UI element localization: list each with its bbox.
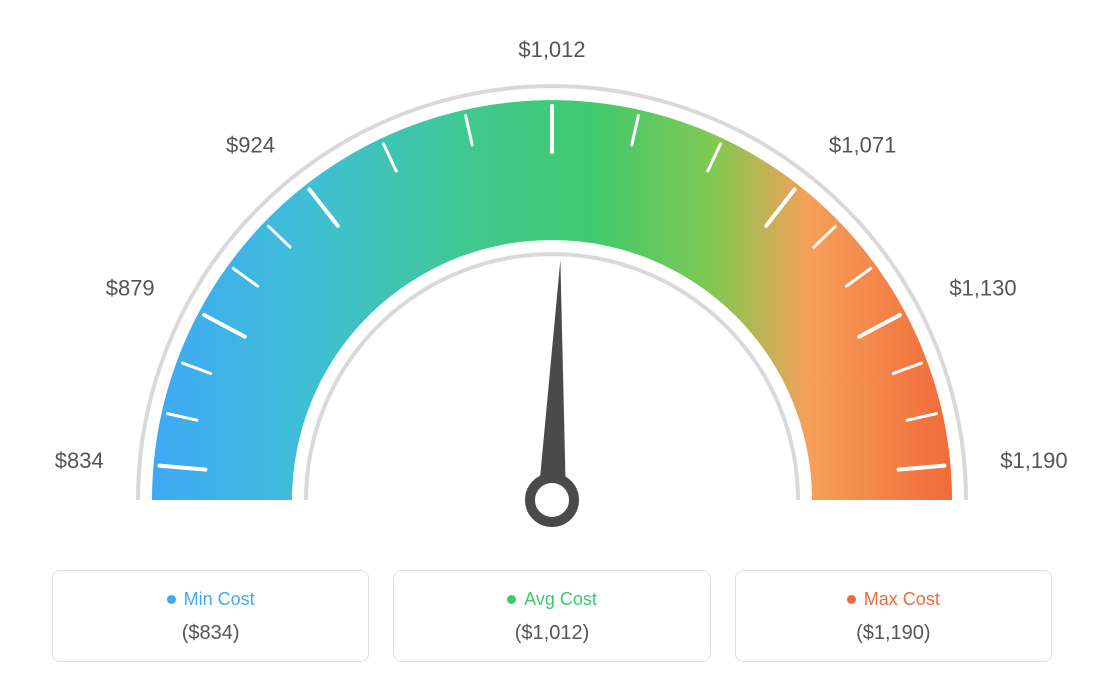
max-cost-value: ($1,190) <box>746 622 1041 645</box>
svg-text:$1,130: $1,130 <box>949 276 1016 301</box>
svg-text:$924: $924 <box>226 132 275 157</box>
svg-text:$1,071: $1,071 <box>829 132 896 157</box>
min-cost-dot-icon <box>167 595 176 604</box>
avg-cost-label: Avg Cost <box>524 589 597 610</box>
max-cost-label: Max Cost <box>864 589 940 610</box>
max-cost-dot-icon <box>847 595 856 604</box>
min-cost-label-row: Min Cost <box>167 589 255 610</box>
gauge-container: $834 $879 $924 $1,012 $1,071 $1,130 $1,190 <box>0 0 1104 560</box>
avg-cost-card: Avg Cost ($1,012) <box>393 570 710 662</box>
svg-text:$879: $879 <box>106 276 155 301</box>
svg-text:$1,190: $1,190 <box>1000 448 1067 473</box>
svg-text:$834: $834 <box>55 448 104 473</box>
avg-cost-value: ($1,012) <box>404 622 699 645</box>
min-cost-value: ($834) <box>63 622 358 645</box>
gauge-svg: $834 $879 $924 $1,012 $1,071 $1,130 $1,190 <box>0 0 1104 560</box>
avg-cost-label-row: Avg Cost <box>507 589 597 610</box>
cost-cards: Min Cost ($834) Avg Cost ($1,012) Max Co… <box>52 570 1052 662</box>
max-cost-card: Max Cost ($1,190) <box>735 570 1052 662</box>
max-cost-label-row: Max Cost <box>847 589 940 610</box>
min-cost-card: Min Cost ($834) <box>52 570 369 662</box>
min-cost-label: Min Cost <box>184 589 255 610</box>
svg-text:$1,012: $1,012 <box>518 37 585 62</box>
avg-cost-dot-icon <box>507 595 516 604</box>
